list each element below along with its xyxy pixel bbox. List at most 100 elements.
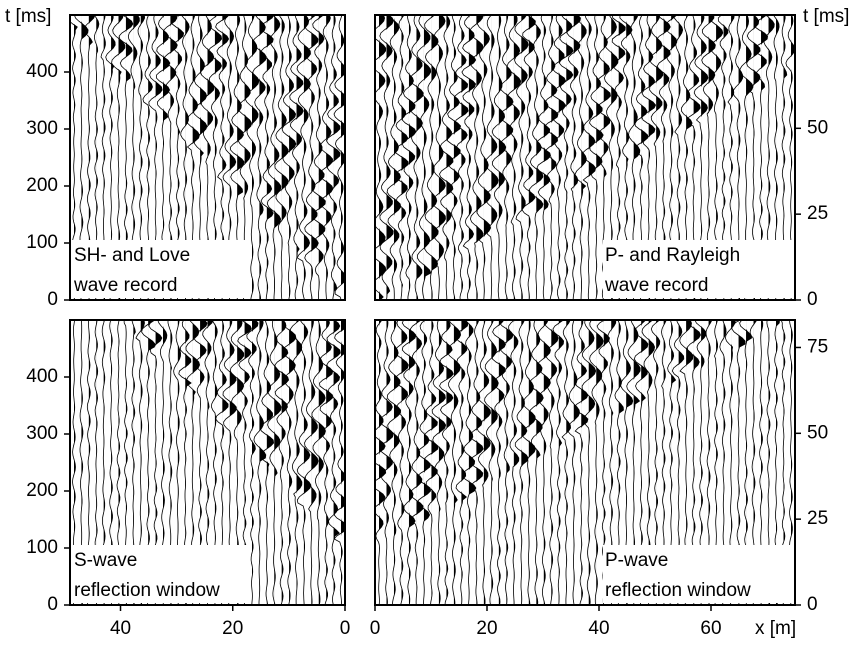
- wiggle: [439, 320, 454, 605]
- wiggle-fill: [148, 15, 153, 300]
- wiggle: [424, 15, 439, 300]
- wiggle: [252, 15, 267, 300]
- wiggle-fill: [252, 320, 259, 605]
- x-tick-label: 40: [588, 618, 609, 639]
- wiggle-fill: [723, 320, 727, 605]
- wiggle-fill: [96, 15, 99, 300]
- wiggle: [424, 320, 439, 605]
- wiggle: [581, 320, 597, 605]
- y-tick-label: 100: [26, 537, 58, 558]
- wiggle-fill: [641, 320, 648, 605]
- wiggle-fill: [393, 15, 401, 300]
- wiggle-fill: [423, 15, 431, 300]
- wiggle-fill: [125, 15, 133, 300]
- panel-label: reflection window: [74, 580, 220, 601]
- wiggle: [409, 15, 424, 300]
- wiggle: [558, 15, 574, 300]
- wiggle: [514, 15, 529, 300]
- wiggle: [333, 15, 345, 300]
- frame: [69, 319, 346, 606]
- wiggle-fill: [214, 320, 218, 605]
- wiggle-fill: [708, 320, 712, 605]
- wiggle: [499, 320, 514, 605]
- panel-label: P- and Rayleigh: [605, 245, 740, 266]
- wiggle-fill: [303, 15, 311, 300]
- wiggle: [379, 15, 394, 300]
- wiggle: [289, 320, 303, 605]
- wiggle-fill: [207, 15, 215, 300]
- wiggle-fill: [266, 15, 274, 300]
- label-bg: [72, 545, 247, 603]
- wiggle-fill: [761, 15, 768, 300]
- wiggle: [431, 320, 447, 605]
- wiggle: [536, 15, 552, 300]
- traces: [375, 320, 793, 605]
- wiggle: [408, 320, 424, 605]
- wiggle: [521, 15, 536, 300]
- wiggle-fill: [573, 15, 581, 300]
- traces: [375, 15, 795, 300]
- wiggle: [318, 15, 334, 300]
- frame: [374, 14, 796, 301]
- wiggle: [394, 15, 409, 300]
- wiggle-fill: [266, 320, 274, 605]
- y-tick-label: 50: [807, 422, 828, 443]
- wiggle-fill: [476, 15, 484, 300]
- wiggle-fill: [311, 320, 319, 605]
- wiggle-fill: [528, 320, 536, 605]
- wiggle: [296, 15, 311, 300]
- wiggle: [589, 15, 604, 300]
- x-tick-label: 20: [476, 618, 497, 639]
- wiggle-fill: [453, 15, 461, 300]
- wiggle-fill: [543, 15, 551, 300]
- wiggle-fill: [88, 15, 95, 300]
- wiggle-fill: [588, 320, 596, 605]
- wiggle-fill: [259, 320, 266, 605]
- wiggle-fill: [566, 15, 574, 300]
- wiggle: [274, 320, 290, 605]
- wiggle-fill: [536, 15, 543, 300]
- wiggle-fill: [611, 320, 616, 605]
- y-tick-label: 0: [47, 594, 58, 615]
- wiggle-fill: [326, 15, 333, 300]
- wiggle-fill: [333, 320, 341, 605]
- label-bg: [603, 240, 793, 298]
- wiggle-fill: [192, 15, 200, 300]
- wiggle-fill: [566, 320, 571, 605]
- wiggle: [386, 320, 402, 605]
- wiggle-fill: [401, 15, 409, 300]
- wiggle: [296, 320, 312, 605]
- wiggle-fill: [701, 15, 708, 300]
- wiggle: [484, 15, 499, 300]
- wiggle-fill: [341, 15, 345, 300]
- panel-label: reflection window: [605, 580, 751, 601]
- wiggle-fill: [386, 320, 394, 605]
- y-tick-label: 400: [26, 366, 58, 387]
- wiggle: [566, 15, 581, 300]
- wiggle: [401, 15, 417, 300]
- panel-label: P-wave: [605, 550, 668, 571]
- x-tick-label: 40: [110, 618, 131, 639]
- wiggle: [446, 15, 462, 300]
- wiggle-fill: [379, 15, 386, 300]
- wiggle: [326, 320, 341, 605]
- wiggle-fill: [708, 15, 716, 300]
- wiggle-fill: [641, 15, 648, 300]
- wiggle-fill: [148, 320, 155, 605]
- wiggle-fill: [185, 15, 190, 300]
- wiggle: [401, 320, 417, 605]
- wiggle: [311, 15, 326, 300]
- wiggle: [461, 15, 477, 300]
- wiggle: [282, 320, 297, 605]
- wiggle: [566, 320, 581, 605]
- wiggle-fill: [229, 15, 236, 300]
- y-tick-label: 25: [807, 203, 828, 224]
- wiggle: [573, 320, 589, 605]
- wiggle-fill: [416, 15, 424, 300]
- wiggle-fill: [207, 320, 214, 605]
- wiggle-fill: [386, 15, 394, 300]
- y-tick-label: 300: [26, 118, 58, 139]
- wiggle: [416, 320, 432, 605]
- panel-label: wave record: [73, 275, 178, 296]
- wiggle-fill: [438, 15, 446, 300]
